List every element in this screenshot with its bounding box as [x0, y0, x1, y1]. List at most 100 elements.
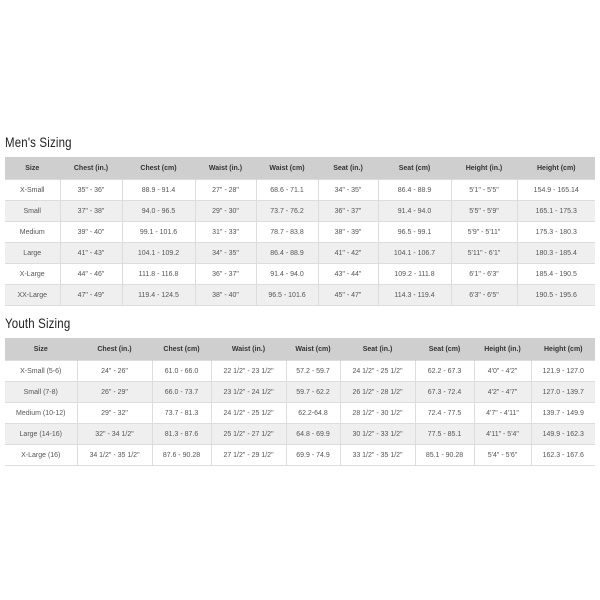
- column-header: Seat (cm): [378, 157, 452, 180]
- measurement-cell: 29" - 30": [195, 200, 257, 222]
- column-header: Seat (cm): [415, 338, 475, 361]
- measurement-cell: 4'2" - 4'7": [474, 381, 532, 403]
- table-row: X-Small 35" - 36" 88.9 - 91.4 27" - 28" 68.6…: [5, 179, 595, 201]
- measurement-cell: 30 1/2" - 33 1/2": [340, 423, 416, 445]
- measurement-cell: 69.9 - 74.9: [286, 444, 341, 466]
- measurement-cell: 86.4 - 88.9: [378, 179, 452, 201]
- size-cell: X-Large (16): [5, 444, 78, 466]
- measurement-cell: 5'9" - 5'11": [451, 221, 518, 243]
- measurement-cell: 44" - 46": [60, 263, 123, 285]
- column-header: Size: [5, 157, 61, 180]
- measurement-cell: 5'5" - 5'9": [451, 200, 518, 222]
- table-row: Large (14-16) 32" - 34 1/2" 81.3 - 87.6 25 …: [5, 423, 595, 445]
- table-row: X-Large 44" - 46" 111.8 - 116.8 36" - 37" 91…: [5, 263, 595, 285]
- column-header: Chest (cm): [122, 157, 196, 180]
- column-header: Waist (in.): [211, 338, 287, 361]
- measurement-cell: 96.5 - 99.1: [378, 221, 452, 243]
- measurement-cell: 62.2 - 67.3: [415, 360, 475, 382]
- measurement-cell: 81.3 - 87.6: [152, 423, 212, 445]
- measurement-cell: 73.7 - 76.2: [256, 200, 319, 222]
- measurement-cell: 59.7 - 62.2: [286, 381, 341, 403]
- column-header: Waist (cm): [256, 157, 319, 180]
- measurement-cell: 34 1/2" - 35 1/2": [77, 444, 153, 466]
- measurement-cell: 72.4 - 77.5: [415, 402, 475, 424]
- size-cell: X-Large: [5, 263, 61, 285]
- column-header: Height (in.): [474, 338, 532, 361]
- measurement-cell: 45" - 47": [318, 284, 379, 306]
- measurement-cell: 28 1/2" - 30 1/2": [340, 402, 416, 424]
- column-header: Chest (in.): [77, 338, 153, 361]
- table-row: Small (7-8) 26" - 29" 66.0 - 73.7 23 1/2" -…: [5, 381, 595, 403]
- column-header: Seat (in.): [318, 157, 379, 180]
- measurement-cell: 26" - 29": [77, 381, 153, 403]
- measurement-cell: 78.7 - 83.8: [256, 221, 319, 243]
- measurement-cell: 149.9 - 162.3: [531, 423, 595, 445]
- measurement-cell: 36" - 37": [195, 263, 257, 285]
- measurement-cell: 37" - 38": [60, 200, 123, 222]
- measurement-cell: 154.9 - 165.14: [517, 179, 595, 201]
- size-cell: X-Small (5-6): [5, 360, 78, 382]
- measurement-cell: 43" - 44": [318, 263, 379, 285]
- measurement-cell: 73.7 - 81.3: [152, 402, 212, 424]
- measurement-cell: 64.8 - 69.9: [286, 423, 341, 445]
- table-row: Large 41" - 43" 104.1 - 109.2 34" - 35" 86.4…: [5, 242, 595, 264]
- measurement-cell: 24" - 26": [77, 360, 153, 382]
- measurement-cell: 139.7 - 149.9: [531, 402, 595, 424]
- measurement-cell: 77.5 - 85.1: [415, 423, 475, 445]
- measurement-cell: 104.1 - 109.2: [122, 242, 196, 264]
- measurement-cell: 104.1 - 106.7: [378, 242, 452, 264]
- size-cell: Small: [5, 200, 61, 222]
- size-cell: Small (7-8): [5, 381, 78, 403]
- measurement-cell: 34" - 35": [318, 179, 379, 201]
- measurement-cell: 127.0 - 139.7: [531, 381, 595, 403]
- measurement-cell: 23 1/2" - 24 1/2": [211, 381, 287, 403]
- measurement-cell: 175.3 - 180.3: [517, 221, 595, 243]
- column-header: Waist (in.): [195, 157, 257, 180]
- measurement-cell: 67.3 - 72.4: [415, 381, 475, 403]
- measurement-cell: 41" - 43": [60, 242, 123, 264]
- measurement-cell: 47" - 49": [60, 284, 123, 306]
- measurement-cell: 4'0" - 4'2": [474, 360, 532, 382]
- size-cell: Medium (10-12): [5, 402, 78, 424]
- youth-sizing-table: Size Chest (in.) Chest (cm) Waist (in.) Wais…: [5, 338, 595, 466]
- measurement-cell: 88.9 - 91.4: [122, 179, 196, 201]
- size-cell: Large: [5, 242, 61, 264]
- table-row: Medium (10-12) 29" - 32" 73.7 - 81.3 24 1/2…: [5, 402, 595, 424]
- column-header: Size: [5, 338, 78, 361]
- column-header: Height (in.): [451, 157, 518, 180]
- measurement-cell: 91.4 - 94.0: [378, 200, 452, 222]
- table-row: X-Small (5-6) 24" - 26" 61.0 - 66.0 22 1/2"…: [5, 360, 595, 382]
- measurement-cell: 94.0 - 96.5: [122, 200, 196, 222]
- measurement-cell: 38" - 39": [318, 221, 379, 243]
- column-header: Chest (cm): [152, 338, 212, 361]
- measurement-cell: 22 1/2" - 23 1/2": [211, 360, 287, 382]
- column-header: Height (cm): [531, 338, 595, 361]
- measurement-cell: 180.3 - 185.4: [517, 242, 595, 264]
- header-row: Size Chest (in.) Chest (cm) Waist (in.) Wais…: [5, 157, 595, 180]
- measurement-cell: 85.1 - 90.28: [415, 444, 475, 466]
- table-row: XX-Large 47" - 49" 119.4 - 124.5 38" - 40" 9…: [5, 284, 595, 306]
- measurement-cell: 24 1/2" - 25 1/2": [211, 402, 287, 424]
- measurement-cell: 36" - 37": [318, 200, 379, 222]
- measurement-cell: 87.6 - 90.28: [152, 444, 212, 466]
- table-row: Medium 39" - 40" 99.1 - 101.6 31" - 33" 78.7…: [5, 221, 595, 243]
- measurement-cell: 34" - 35": [195, 242, 257, 264]
- measurement-cell: 109.2 - 111.8: [378, 263, 452, 285]
- measurement-cell: 162.3 - 167.6: [531, 444, 595, 466]
- table-row: Small 37" - 38" 94.0 - 96.5 29" - 30" 73.7 -…: [5, 200, 595, 222]
- measurement-cell: 119.4 - 124.5: [122, 284, 196, 306]
- measurement-cell: 190.5 - 195.6: [517, 284, 595, 306]
- measurement-cell: 32" - 34 1/2": [77, 423, 153, 445]
- header-row: Size Chest (in.) Chest (cm) Waist (in.) Wais…: [5, 338, 595, 361]
- measurement-cell: 111.8 - 116.8: [122, 263, 196, 285]
- measurement-cell: 66.0 - 73.7: [152, 381, 212, 403]
- measurement-cell: 24 1/2" - 25 1/2": [340, 360, 416, 382]
- measurement-cell: 35" - 36": [60, 179, 123, 201]
- youth-sizing-title: Youth Sizing: [5, 315, 71, 331]
- size-cell: XX-Large: [5, 284, 61, 306]
- measurement-cell: 41" - 42": [318, 242, 379, 264]
- size-cell: Medium: [5, 221, 61, 243]
- measurement-cell: 27" - 28": [195, 179, 257, 201]
- measurement-cell: 57.2 - 59.7: [286, 360, 341, 382]
- column-header: Chest (in.): [60, 157, 123, 180]
